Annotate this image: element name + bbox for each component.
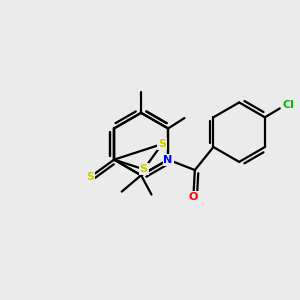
Text: Cl: Cl — [282, 100, 294, 110]
Text: S: S — [158, 139, 166, 149]
Text: O: O — [189, 192, 198, 202]
Text: N: N — [164, 155, 173, 165]
Text: S: S — [140, 164, 148, 174]
Text: S: S — [86, 172, 94, 182]
